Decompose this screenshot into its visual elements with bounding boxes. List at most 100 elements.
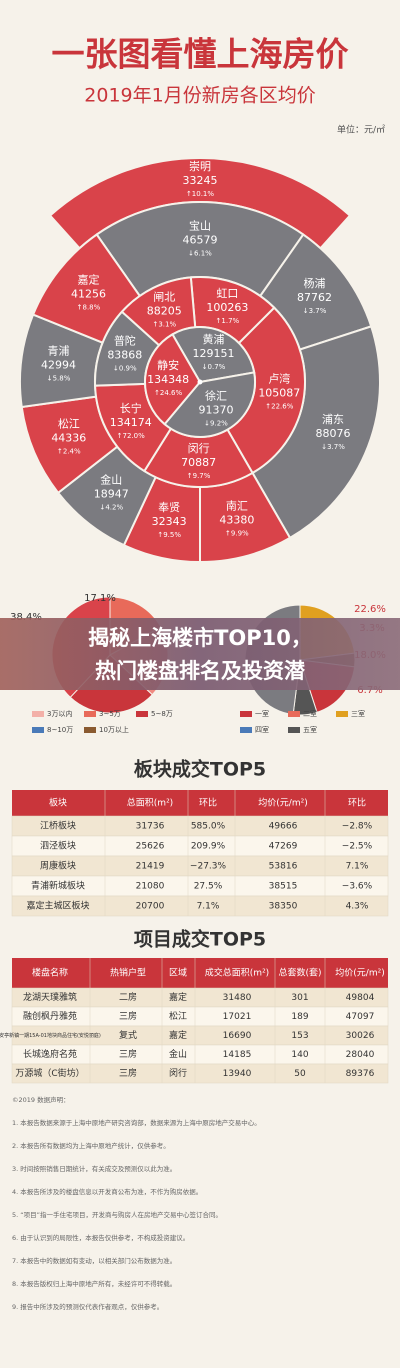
legend-label: 10万以上 xyxy=(99,725,129,734)
note-line: 1. 本报告数据来源于上海中原地产研究咨询部，数据来源为上海中原房地产交易中心。 xyxy=(12,1118,261,1127)
column-header: 均价(元/m²) xyxy=(335,967,384,979)
banner xyxy=(0,618,400,690)
table-cell: 嘉定 xyxy=(169,991,187,1003)
table-cell: 安亭新镇一期15A-01地块商品住宅(安悦丽庭) xyxy=(0,1032,101,1039)
column-header: 热销户型 xyxy=(110,967,146,979)
legend-swatch xyxy=(240,711,252,717)
note-line: 8. 本报告版权归上海中原地产所有，未经许可不得转载。 xyxy=(12,1279,176,1288)
district-name: 卢湾 xyxy=(268,371,290,385)
district-sector xyxy=(144,333,202,426)
district-change: ↑22.6% xyxy=(265,402,293,410)
table-cell: 20700 xyxy=(136,902,165,912)
district-change: ↓4.2% xyxy=(99,504,123,512)
table-cell: 301 xyxy=(291,993,308,1003)
note-line: 4. 本报告所涉及的楼盘信息以开发商公布为准，不作为购房依据。 xyxy=(12,1187,202,1196)
district-price: 83868 xyxy=(107,349,142,362)
table-cell: 53816 xyxy=(269,862,298,872)
table-cell: 209.9% xyxy=(191,842,226,852)
district-price: 33245 xyxy=(183,174,218,187)
table-cell: 189 xyxy=(291,1012,308,1022)
district-name: 青浦 xyxy=(48,345,70,358)
table-title: 板块成交TOP5 xyxy=(134,758,266,781)
table-cell: 泗泾板块 xyxy=(40,840,76,852)
table-cell: 17021 xyxy=(223,1012,252,1022)
legend-label: 三室 xyxy=(351,709,365,718)
table-cell: 21080 xyxy=(136,882,165,892)
district-name: 奉贤 xyxy=(158,500,180,514)
table-cell: 14185 xyxy=(223,1050,252,1060)
district-price: 70887 xyxy=(181,456,216,469)
district-price: 44336 xyxy=(51,432,86,445)
district-name: 普陀 xyxy=(114,334,136,348)
pie-label: 38.4% xyxy=(10,612,42,623)
table-cell: 龙湖天璞雅筑 xyxy=(23,991,77,1003)
table-cell: 嘉定 xyxy=(169,1029,187,1041)
table-cell: −2.5% xyxy=(342,842,373,852)
district-change: ↓9.2% xyxy=(204,420,228,428)
legend-label: 3万以内 xyxy=(47,709,72,718)
table-cell: 27.5% xyxy=(194,882,223,892)
legend-swatch xyxy=(288,727,300,733)
district-name: 浦东 xyxy=(322,413,344,426)
district-change: ↓0.9% xyxy=(113,365,137,373)
table-cell: 4.3% xyxy=(346,902,369,912)
table-cell: −27.3% xyxy=(190,862,227,872)
district-price: 32343 xyxy=(152,515,187,528)
district-price: 18947 xyxy=(94,488,129,501)
district-change: ↑8.8% xyxy=(77,303,101,311)
table-cell: 融创枫丹雅苑 xyxy=(23,1010,77,1022)
legend-label: 五室 xyxy=(303,725,317,734)
table-row xyxy=(11,895,389,917)
district-name: 崇明 xyxy=(189,160,211,173)
table-cell: 7.1% xyxy=(197,902,220,912)
pie-label: 6.7% xyxy=(357,685,382,696)
table-cell: 47269 xyxy=(269,842,298,852)
table-cell: 89376 xyxy=(346,1069,375,1079)
column-header: 总面积(m²) xyxy=(127,797,173,809)
legend-swatch xyxy=(288,711,300,717)
district-name: 闸北 xyxy=(153,290,175,303)
table-cell: 153 xyxy=(291,1031,308,1041)
legend-swatch xyxy=(136,711,148,717)
district-change: ↑3.1% xyxy=(152,320,176,328)
center-dot xyxy=(197,379,203,385)
table-cell: 50 xyxy=(294,1069,306,1079)
subtitle: 2019年1月份新房各区均价 xyxy=(84,85,315,107)
legend-label: 二室 xyxy=(303,709,317,718)
legend-swatch xyxy=(84,711,96,717)
district-price: 91370 xyxy=(199,404,234,417)
district-sector xyxy=(163,371,256,438)
note-line: 9. 报告中所涉及的预测仅代表作者观点，仅供参考。 xyxy=(12,1302,163,1311)
table-cell: 青浦新城板块 xyxy=(31,880,85,892)
column-header: 楼盘名称 xyxy=(32,967,68,979)
district-change: ↑1.7% xyxy=(216,317,240,325)
district-name: 南汇 xyxy=(226,500,248,513)
table-cell: 周康板块 xyxy=(40,860,76,872)
table-cell: 长城逸府名苑 xyxy=(23,1048,77,1060)
district-name: 嘉定 xyxy=(77,272,99,286)
table-cell: 28040 xyxy=(346,1050,375,1060)
district-price: 42994 xyxy=(41,359,76,372)
district-price: 134348 xyxy=(147,373,189,386)
district-price: 134174 xyxy=(110,416,152,429)
pie-label: 22.6% xyxy=(354,604,386,615)
note-line: 7. 本报告中的数据如有变动，以相关部门公布数据为准。 xyxy=(12,1256,176,1265)
district-change: ↑10.1% xyxy=(186,190,214,198)
district-change: ↓6.1% xyxy=(188,250,212,258)
table-header xyxy=(12,790,388,816)
unit: 单位：元/㎡ xyxy=(337,124,385,136)
legend-swatch xyxy=(32,727,44,733)
note-line: 3. 时间按照销售日期统计，有关成交及预测仅以此为准。 xyxy=(12,1164,176,1173)
table-cell: 49666 xyxy=(269,822,298,832)
table-header xyxy=(12,958,388,988)
column-header: 板块 xyxy=(49,797,67,809)
district-change: ↑9.5% xyxy=(157,531,181,539)
table-cell: −3.6% xyxy=(342,882,373,892)
table-cell: 30026 xyxy=(346,1031,375,1041)
district-name: 静安 xyxy=(157,358,179,372)
table-cell: 江桥板块 xyxy=(40,820,76,832)
column-header: 区域 xyxy=(169,967,187,979)
district-change: ↓3.7% xyxy=(303,307,327,315)
